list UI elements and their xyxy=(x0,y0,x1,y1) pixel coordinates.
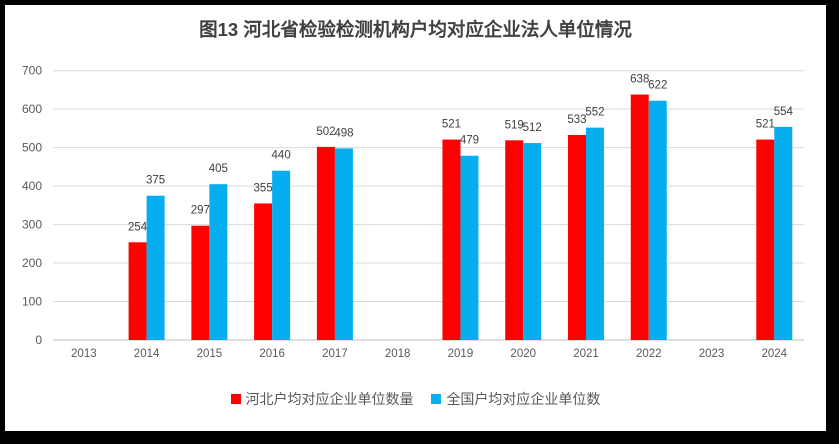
svg-text:100: 100 xyxy=(22,295,42,309)
svg-text:355: 355 xyxy=(254,182,273,194)
svg-text:405: 405 xyxy=(209,163,228,175)
svg-text:400: 400 xyxy=(22,179,42,193)
svg-text:2018: 2018 xyxy=(385,348,411,360)
svg-text:2021: 2021 xyxy=(573,348,599,360)
svg-text:2015: 2015 xyxy=(197,348,223,360)
svg-text:254: 254 xyxy=(128,221,148,233)
svg-text:638: 638 xyxy=(630,74,649,86)
svg-text:375: 375 xyxy=(146,175,165,187)
svg-text:440: 440 xyxy=(272,150,291,162)
svg-text:622: 622 xyxy=(648,80,667,92)
svg-text:2020: 2020 xyxy=(510,348,536,360)
svg-text:297: 297 xyxy=(191,205,210,217)
svg-text:2017: 2017 xyxy=(322,348,348,360)
svg-text:2016: 2016 xyxy=(259,348,285,360)
svg-text:700: 700 xyxy=(22,64,42,78)
svg-text:519: 519 xyxy=(505,119,524,131)
svg-text:2022: 2022 xyxy=(636,348,662,360)
svg-text:512: 512 xyxy=(523,122,542,134)
svg-text:2019: 2019 xyxy=(448,348,474,360)
svg-text:500: 500 xyxy=(22,141,42,155)
svg-text:0: 0 xyxy=(35,333,42,347)
svg-text:479: 479 xyxy=(460,135,479,147)
svg-text:2023: 2023 xyxy=(699,348,725,360)
svg-text:2024: 2024 xyxy=(762,348,788,360)
svg-text:2014: 2014 xyxy=(134,348,160,360)
svg-text:554: 554 xyxy=(774,106,794,118)
svg-text:521: 521 xyxy=(756,119,775,131)
svg-text:300: 300 xyxy=(22,218,42,232)
svg-text:533: 533 xyxy=(567,114,586,126)
svg-text:552: 552 xyxy=(585,107,604,119)
svg-text:2013: 2013 xyxy=(71,348,97,360)
svg-text:521: 521 xyxy=(442,119,461,131)
svg-text:502: 502 xyxy=(316,126,335,138)
svg-text:200: 200 xyxy=(22,256,42,270)
svg-text:600: 600 xyxy=(22,102,42,116)
svg-text:498: 498 xyxy=(334,127,353,139)
